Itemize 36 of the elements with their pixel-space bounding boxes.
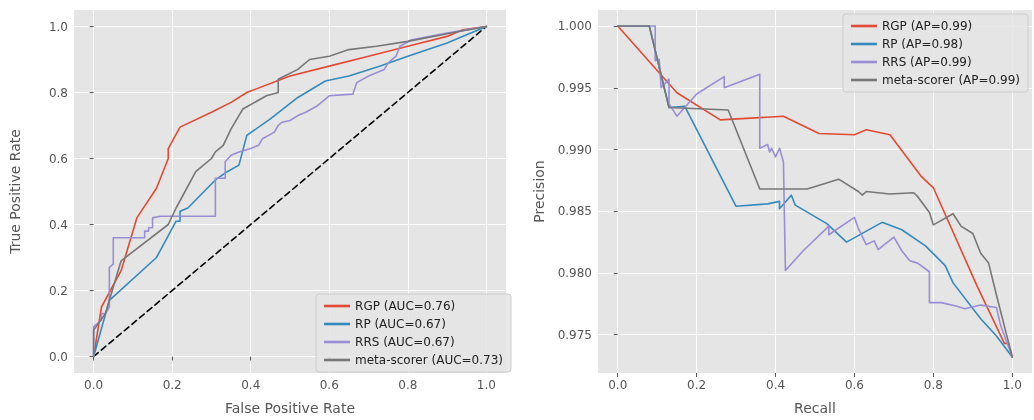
- y-tick-label: 0.975: [557, 327, 592, 342]
- x-tick-label: 0.4: [766, 378, 786, 392]
- y-tick-label: 0.6: [48, 151, 68, 166]
- y-tick-label: 0.4: [48, 217, 68, 232]
- y-tick-label: 0.985: [557, 204, 592, 219]
- x-tick-label: 0.8: [398, 378, 418, 392]
- x-tick-label: 1.0: [1002, 378, 1022, 392]
- y-tick-label: 1.0: [48, 19, 68, 34]
- y-axis-title: True Positive Rate: [7, 129, 23, 255]
- y-tick-label: 0.2: [48, 283, 68, 298]
- x-tick-label: 0.6: [319, 378, 339, 392]
- y-axis-title: Precision: [531, 160, 547, 223]
- x-tick-label: 1.0: [476, 378, 496, 392]
- legend-label: RGP (AP=0.99): [881, 19, 973, 33]
- legend-label: RRS (AP=0.99): [881, 55, 972, 69]
- x-tick-label: 0.8: [923, 378, 943, 392]
- x-tick-label: 0.0: [84, 378, 104, 392]
- legend-label: RP (AP=0.98): [881, 37, 963, 51]
- legend-label: RP (AUC=0.67): [355, 317, 446, 331]
- x-axis-title: Recall: [794, 400, 836, 416]
- y-tick-label: 0.995: [557, 80, 592, 95]
- x-axis-title: False Positive Rate: [224, 400, 356, 416]
- legend-label: RRS (AUC=0.67): [355, 335, 455, 349]
- y-tick-label: 0.980: [557, 265, 592, 280]
- y-tick-label: 0.990: [557, 142, 592, 157]
- y-tick-label: 0.0: [48, 349, 68, 364]
- x-tick-label: 0.6: [844, 378, 864, 392]
- legend-label: meta-scorer (AP=0.99): [881, 73, 1021, 87]
- x-tick-label: 0.0: [608, 378, 628, 392]
- x-tick-label: 0.2: [162, 378, 182, 392]
- x-tick-label: 0.2: [687, 378, 707, 392]
- legend-label: meta-scorer (AUC=0.73): [355, 353, 504, 367]
- y-tick-label: 0.8: [48, 85, 68, 100]
- y-tick-label: 1.000: [557, 19, 592, 34]
- legend-label: RGP (AUC=0.76): [355, 299, 456, 313]
- x-tick-label: 0.4: [241, 378, 261, 392]
